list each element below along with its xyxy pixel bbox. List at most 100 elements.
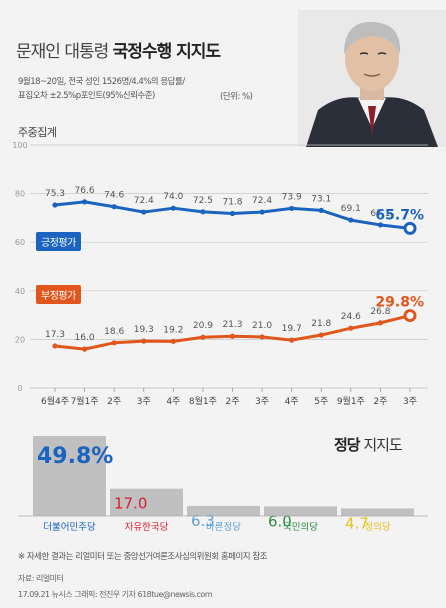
data-label: 76.6: [75, 186, 95, 196]
data-point: [52, 343, 58, 349]
party-category-label: 바른정당: [206, 522, 241, 533]
data-point: [348, 217, 354, 223]
x-tick-label: 7월1주: [71, 395, 99, 407]
data-point: [259, 334, 265, 340]
party-value-label: 17.0: [114, 495, 147, 513]
data-point: [377, 222, 384, 228]
data-point: [170, 338, 176, 344]
party-category-label: 국민의당: [283, 522, 318, 533]
data-point: [289, 337, 295, 343]
data-label: 74.0: [163, 192, 183, 202]
y-tick-label: 20: [15, 335, 25, 344]
x-tick-label: 2주: [373, 396, 387, 407]
y-tick-label: 40: [15, 287, 25, 296]
data-label: 20.9: [193, 321, 213, 331]
legend-negative: 부정평가: [36, 285, 81, 304]
data-label: 69.1: [341, 204, 361, 214]
data-label: 26.8: [370, 307, 390, 317]
data-point: [289, 205, 295, 212]
footnote: ※ 자세한 결과는 리얼미터 또는 중앙선거여론조사심의위원회 홈페이지 참조: [18, 552, 267, 562]
data-label: 19.2: [163, 325, 183, 335]
x-tick-label: 9월1주: [337, 395, 365, 407]
party-category-label: 더불어민주당: [43, 522, 96, 533]
data-label: 72.4: [134, 196, 154, 206]
title-bold: 국정수행 지지도: [112, 42, 221, 62]
data-label: 73.1: [311, 194, 331, 204]
credit-label: 17.09.21 뉴시스 그래픽: 전진우 기자 618tue@newsis.c…: [18, 590, 213, 599]
source-label: 자료: 리얼미터: [18, 574, 64, 583]
data-label: 29.8%: [375, 295, 424, 311]
survey-note-line2: 표집오차 ±2.5%p포인트(95%신뢰수준): [18, 91, 155, 101]
data-point: [318, 332, 324, 338]
survey-note: 9월18~20일, 전국 성인 1526명/4.4%의 응답률/ 표집오차 ±2…: [18, 75, 185, 103]
x-tick-label: 4주: [285, 396, 299, 407]
party-bar: [264, 506, 337, 516]
party-value-label: 49.8%: [37, 444, 113, 469]
party-category-label: 자유한국당: [125, 522, 169, 533]
portrait-illustration: [298, 10, 446, 147]
party-chart-title-bold: 정당: [334, 436, 361, 454]
data-point: [318, 207, 324, 213]
party-bar: [187, 505, 260, 516]
president-portrait: [298, 10, 446, 147]
data-label: 74.6: [104, 191, 124, 201]
data-point: [81, 346, 88, 352]
data-label: 72.4: [252, 196, 272, 206]
x-tick-label: 5주: [314, 396, 328, 407]
party-value-label: 6.0: [268, 512, 292, 530]
data-point-end: [403, 221, 417, 235]
data-label: 73.9: [282, 192, 302, 202]
data-label: 17.3: [45, 330, 65, 340]
data-point: [348, 325, 354, 331]
data-label: 65.7%: [375, 207, 424, 223]
data-point-end: [403, 309, 417, 323]
x-tick-label: 3주: [403, 396, 417, 407]
y-tick-label: 80: [15, 190, 25, 199]
party-category-label: 정의당: [364, 522, 390, 533]
data-label: 16.0: [75, 333, 95, 343]
x-tick-label: 8월1주: [189, 395, 217, 407]
data-label: 72.5: [193, 196, 213, 206]
data-label: 75.3: [45, 189, 65, 199]
data-point: [170, 205, 176, 211]
x-tick-label: 4주: [166, 396, 180, 407]
data-point: [81, 199, 88, 205]
x-tick-label: 3주: [255, 396, 269, 407]
data-point: [141, 338, 147, 344]
y-tick-label: 0: [17, 384, 22, 393]
data-label: 24.6: [341, 312, 361, 322]
data-label: 19.3: [134, 325, 154, 335]
party-chart-title-rest: 지지도: [359, 436, 402, 454]
survey-note-line1: 9월18~20일, 전국 성인 1526명/4.4%의 응답률/: [18, 77, 185, 87]
party-bar: [341, 508, 414, 516]
x-tick-label: 2주: [107, 396, 121, 407]
legend-positive: 긍정평가: [36, 232, 81, 251]
data-label: 71.8: [222, 198, 242, 208]
party-bar: [110, 488, 183, 516]
data-point: [111, 340, 117, 346]
data-point: [141, 209, 147, 215]
x-tick-label: 3주: [137, 396, 151, 407]
title-main: 문재인 대통령: [16, 42, 113, 62]
data-point: [259, 209, 265, 215]
data-point: [111, 204, 117, 210]
data-label: 19.7: [282, 324, 302, 334]
party-chart-title: 정당 지지도: [334, 434, 403, 455]
y-tick-label: 60: [15, 238, 25, 247]
data-point: [200, 334, 206, 340]
data-point: [229, 210, 236, 217]
data-label: 21.3: [222, 320, 242, 330]
data-label: 18.6: [104, 327, 124, 337]
x-tick-label: 2주: [225, 396, 239, 407]
data-point: [52, 202, 58, 208]
party-bar: [33, 436, 106, 516]
y-tick-label: 100: [12, 141, 27, 150]
data-point: [200, 209, 206, 215]
data-label: 21.8: [311, 319, 331, 329]
party-value-label: 4.7: [345, 514, 369, 532]
party-value-label: 6.3: [191, 512, 215, 530]
approval-line-chart: 0 20 40 60 80 100 6월4주 7월1주 2주 3주 4주 8월1주 2주 3주 4주 5주 9월…: [12, 141, 428, 407]
data-label: 21.0: [252, 321, 272, 331]
x-tick-label: 6월4주: [41, 395, 69, 407]
